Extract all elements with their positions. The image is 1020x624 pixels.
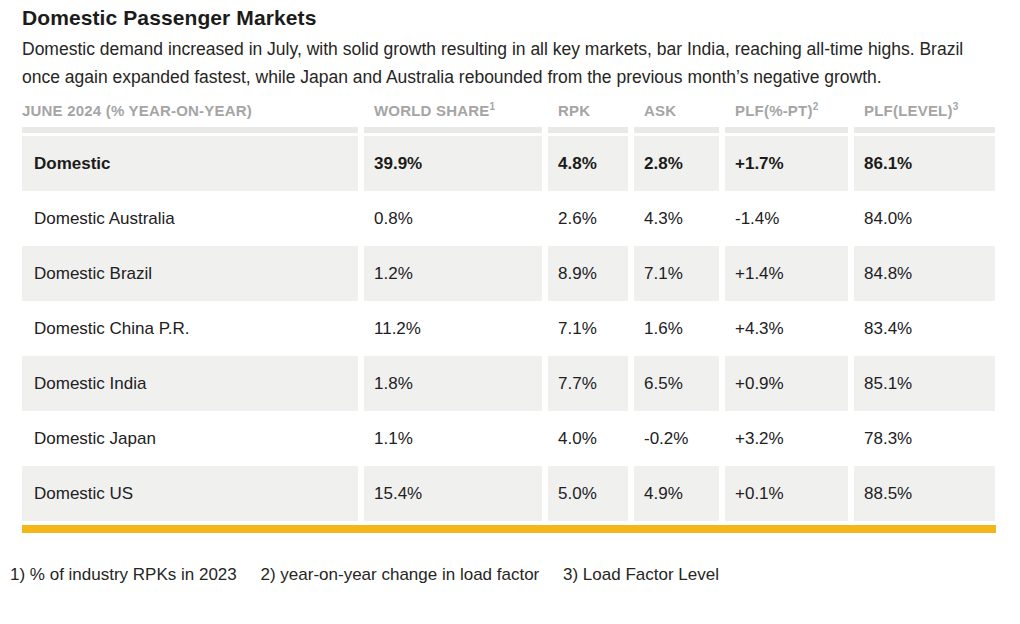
cell-plf-pt: +1.7% bbox=[725, 136, 848, 191]
table-row: Domestic China P.R. 11.2% 7.1% 1.6% +4.3… bbox=[22, 301, 996, 356]
column-header-rpk: RPK bbox=[548, 101, 628, 133]
page-title: Domestic Passenger Markets bbox=[22, 6, 1020, 30]
column-header-ask: ASK bbox=[634, 101, 719, 133]
cell-rpk: 2.6% bbox=[548, 191, 628, 246]
report-page: Domestic Passenger Markets Domestic dema… bbox=[0, 0, 1020, 624]
column-header-plf-level: PLF(LEVEL)3 bbox=[854, 101, 995, 133]
cell-market: Domestic China P.R. bbox=[22, 301, 358, 356]
cell-ask: 1.6% bbox=[634, 301, 719, 356]
cell-market: Domestic bbox=[22, 136, 358, 191]
cell-market: Domestic Australia bbox=[22, 191, 358, 246]
cell-rpk: 7.7% bbox=[548, 356, 628, 411]
table-row: Domestic Japan 1.1% 4.0% -0.2% +3.2% 78.… bbox=[22, 411, 996, 466]
cell-world-share: 1.8% bbox=[364, 356, 542, 411]
cell-plf-pt: +1.4% bbox=[725, 246, 848, 301]
cell-ask: 4.9% bbox=[634, 466, 719, 521]
cell-plf-level: 85.1% bbox=[854, 356, 995, 411]
table-row: Domestic India 1.8% 7.7% 6.5% +0.9% 85.1… bbox=[22, 356, 996, 411]
column-header-world-share: WORLD SHARE1 bbox=[364, 101, 542, 133]
domestic-markets-table: JUNE 2024 (% YEAR-ON-YEAR) WORLD SHARE1 … bbox=[22, 101, 996, 521]
cell-ask: 2.8% bbox=[634, 136, 719, 191]
table-row: Domestic 39.9% 4.8% 2.8% +1.7% 86.1% bbox=[22, 136, 996, 191]
footnote-1: 1) % of industry RPKs in 2023 bbox=[10, 565, 237, 584]
column-header-plf-pt: PLF(%-PT)2 bbox=[725, 101, 848, 133]
cell-plf-pt: +0.1% bbox=[725, 466, 848, 521]
cell-plf-pt: -1.4% bbox=[725, 191, 848, 246]
footnote-3: 3) Load Factor Level bbox=[563, 565, 719, 584]
table-row: Domestic US 15.4% 5.0% 4.9% +0.1% 88.5% bbox=[22, 466, 996, 521]
cell-world-share: 11.2% bbox=[364, 301, 542, 356]
cell-ask: 6.5% bbox=[634, 356, 719, 411]
cell-market: Domestic India bbox=[22, 356, 358, 411]
cell-ask: 4.3% bbox=[634, 191, 719, 246]
footnote-2: 2) year-on-year change in load factor bbox=[261, 565, 540, 584]
cell-plf-level: 88.5% bbox=[854, 466, 995, 521]
cell-rpk: 5.0% bbox=[548, 466, 628, 521]
intro-paragraph: Domestic demand increased in July, with … bbox=[22, 36, 974, 91]
cell-plf-level: 84.8% bbox=[854, 246, 995, 301]
table-header-row: JUNE 2024 (% YEAR-ON-YEAR) WORLD SHARE1 … bbox=[22, 101, 996, 133]
cell-world-share: 39.9% bbox=[364, 136, 542, 191]
cell-world-share: 1.1% bbox=[364, 411, 542, 466]
footnote-marker: 3 bbox=[953, 101, 959, 112]
cell-rpk: 4.0% bbox=[548, 411, 628, 466]
cell-ask: -0.2% bbox=[634, 411, 719, 466]
cell-rpk: 4.8% bbox=[548, 136, 628, 191]
cell-plf-pt: +4.3% bbox=[725, 301, 848, 356]
table-row: Domestic Australia 0.8% 2.6% 4.3% -1.4% … bbox=[22, 191, 996, 246]
cell-rpk: 7.1% bbox=[548, 301, 628, 356]
cell-market: Domestic US bbox=[22, 466, 358, 521]
footnote-marker: 2 bbox=[813, 101, 819, 112]
cell-world-share: 0.8% bbox=[364, 191, 542, 246]
cell-plf-pt: +3.2% bbox=[725, 411, 848, 466]
table-row: Domestic Brazil 1.2% 8.9% 7.1% +1.4% 84.… bbox=[22, 246, 996, 301]
footnotes: 1) % of industry RPKs in 2023 2) year-on… bbox=[10, 565, 1020, 585]
accent-underline-bar bbox=[22, 525, 996, 533]
cell-world-share: 1.2% bbox=[364, 246, 542, 301]
column-header-period: JUNE 2024 (% YEAR-ON-YEAR) bbox=[22, 101, 358, 133]
cell-plf-level: 86.1% bbox=[854, 136, 995, 191]
cell-ask: 7.1% bbox=[634, 246, 719, 301]
footnote-marker: 1 bbox=[490, 101, 496, 112]
cell-plf-pt: +0.9% bbox=[725, 356, 848, 411]
cell-rpk: 8.9% bbox=[548, 246, 628, 301]
cell-market: Domestic Brazil bbox=[22, 246, 358, 301]
cell-plf-level: 78.3% bbox=[854, 411, 995, 466]
cell-plf-level: 83.4% bbox=[854, 301, 995, 356]
cell-plf-level: 84.0% bbox=[854, 191, 995, 246]
cell-market: Domestic Japan bbox=[22, 411, 358, 466]
cell-world-share: 15.4% bbox=[364, 466, 542, 521]
